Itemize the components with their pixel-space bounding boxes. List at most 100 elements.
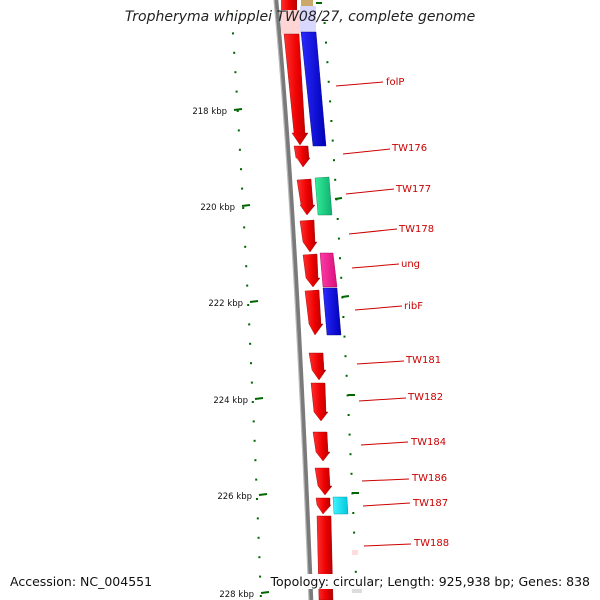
gene-arrow-ung[interactable] (319, 252, 338, 288)
accession-text: Accession: NC_004551 (9, 574, 154, 589)
minor-tick (256, 498, 258, 500)
gene-arrow[interactable] (283, 33, 309, 146)
gene-label-text: ung (401, 259, 420, 270)
gene-arrow-partial-top[interactable] (281, 0, 297, 10)
genome-backbone-highlight (273, 0, 310, 600)
minor-tick (247, 304, 250, 306)
minor-tick (347, 414, 350, 416)
minor-tick (250, 362, 252, 365)
minor-tick (340, 276, 343, 279)
scale-label: 224 kbp (213, 396, 248, 406)
gene-arrow-TW186[interactable] (314, 467, 333, 496)
minor-tick (327, 80, 330, 83)
minor-tick (237, 129, 240, 132)
gene-label-ung[interactable]: ung (351, 259, 420, 270)
faded-gene-region-2 (300, 6, 316, 32)
gene-label-TW177[interactable]: TW177 (345, 184, 431, 195)
minor-tick (252, 420, 255, 423)
scale-mark-226: 226 kbp (217, 492, 268, 502)
gene-label-TW178[interactable]: TW178 (348, 224, 434, 235)
gene-label-TW182[interactable]: TW182 (358, 392, 443, 403)
scale-mark-228: 228 kbp (219, 590, 270, 600)
label-leader-line (358, 397, 407, 402)
scale-label: 226 kbp (217, 492, 252, 502)
gene-arrow[interactable] (296, 178, 316, 216)
gene-label-text: TW176 (391, 143, 427, 154)
scale-tick (233, 108, 243, 111)
gene-arrow-TW181[interactable] (308, 352, 327, 381)
gene-arrow[interactable] (304, 289, 324, 336)
minor-tick (342, 316, 345, 318)
scale-label: 220 kbp (200, 203, 235, 213)
label-leader-line (354, 305, 403, 311)
scale-tick (241, 204, 251, 207)
minor-tick (326, 61, 329, 64)
label-leader-line (360, 441, 409, 446)
minor-tick (240, 168, 242, 171)
label-leader-line (356, 360, 405, 365)
gene-label-TW181[interactable]: TW181 (356, 355, 441, 366)
minor-tick (348, 433, 351, 436)
scale-label: 228 kbp (219, 590, 254, 600)
gene-label-text: TW181 (405, 355, 441, 366)
gene-arrow[interactable] (315, 497, 332, 515)
gene-arrow[interactable] (302, 253, 321, 288)
gene-arrow-TW176[interactable] (293, 145, 311, 168)
minor-tick (232, 32, 234, 35)
minor-tick (235, 90, 238, 93)
minor-tick (250, 381, 253, 384)
minor-tick (243, 226, 246, 229)
label-leader-line (348, 228, 398, 235)
gene-label-text: TW184 (410, 437, 446, 448)
minor-tick (354, 570, 357, 573)
label-leader-line (345, 188, 395, 195)
gene-label-TW187[interactable]: TW187 (362, 498, 448, 509)
label-leader-line (335, 81, 384, 87)
minor-tick (350, 472, 353, 475)
minor-tick (255, 478, 258, 481)
gene-arrow-TW187[interactable] (332, 496, 349, 515)
minor-tick (251, 401, 254, 403)
gene-label-text: TW178 (398, 224, 434, 235)
scale-mark-222: 222 kbp (208, 299, 259, 309)
minor-tick (258, 556, 261, 559)
gene-label-TW186[interactable]: TW186 (361, 473, 447, 484)
gene-label-TW176[interactable]: TW176 (342, 143, 427, 155)
gene-label-TW184[interactable]: TW184 (360, 437, 446, 448)
scale-tick (249, 300, 259, 303)
minor-tick (245, 265, 248, 268)
gene-label-text: TW182 (407, 392, 443, 403)
gene-label-ribF[interactable]: ribF (354, 301, 423, 312)
minor-tick (330, 120, 333, 122)
minor-tick (246, 284, 249, 287)
minor-tick (353, 531, 356, 534)
minor-tick (259, 575, 262, 578)
gene-arrow-ribF[interactable] (322, 287, 342, 336)
label-leader-line (351, 263, 400, 269)
minor-tick (334, 178, 337, 181)
minor-tick (323, 22, 326, 24)
minor-tick (244, 245, 247, 248)
minor-tick (333, 159, 335, 162)
gene-arrow-partial-top-2[interactable] (301, 0, 313, 6)
minor-tick (349, 453, 352, 456)
label-leader-line (363, 543, 412, 547)
scale-mark-218: 218 kbp (192, 107, 243, 117)
gene-label-text: TW187 (412, 498, 448, 509)
minor-tick (238, 148, 241, 151)
scale-tick (260, 591, 270, 594)
gene-arrow-TW184[interactable] (312, 431, 331, 462)
gene-arrow-TW178[interactable] (299, 219, 318, 253)
gene-arrow-TW182[interactable] (310, 382, 329, 422)
gene-features (281, 0, 362, 600)
minor-tick (336, 218, 339, 220)
gene-label-TW188[interactable]: TW188 (363, 538, 449, 549)
gene-arrow-folP[interactable] (300, 31, 327, 147)
scale-label: 222 kbp (208, 299, 243, 309)
gene-arrow-TW177[interactable] (314, 176, 333, 216)
minor-tick (234, 71, 237, 74)
minor-tick (253, 439, 256, 442)
gene-label-folP[interactable]: folP (335, 77, 404, 88)
gene-label-text: TW177 (395, 184, 431, 195)
